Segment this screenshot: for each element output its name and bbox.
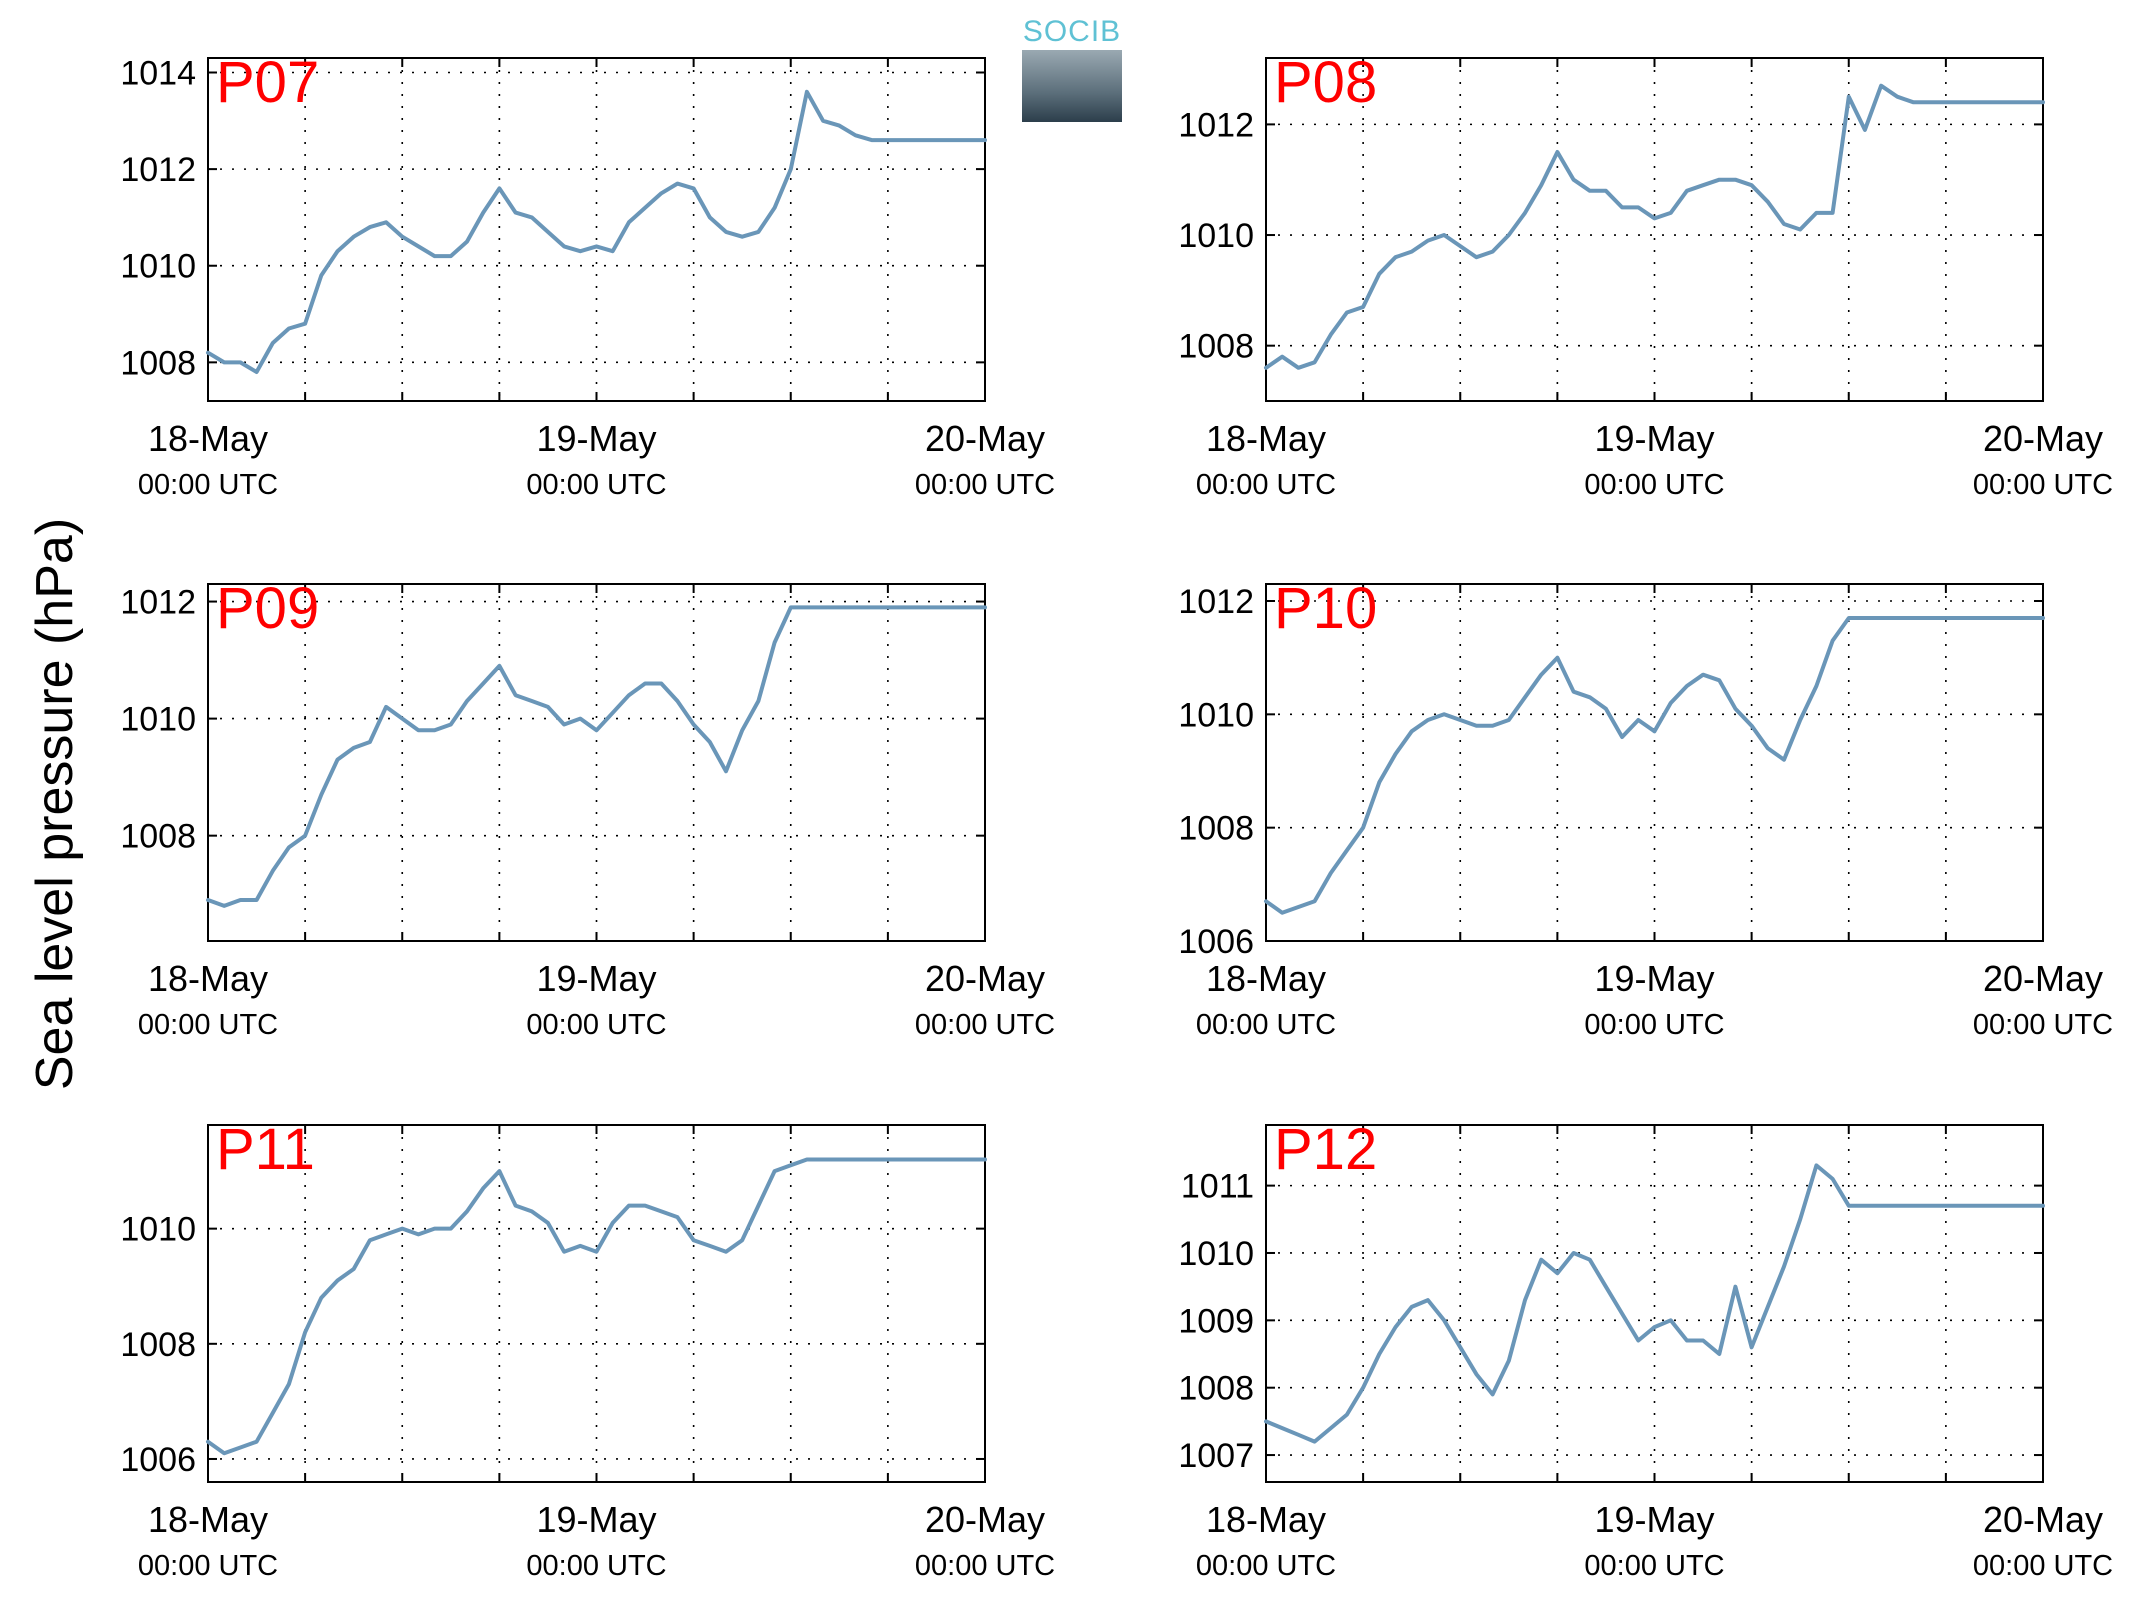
y-tick-label: 1010 [120,701,196,739]
x-tick-label: 18-May [1206,958,1326,999]
y-tick-label: 1011 [1181,1168,1254,1206]
y-tick-label: 1010 [1178,696,1254,734]
y-tick-label: 1008 [1178,810,1254,848]
logo-text: SOCIB [1022,15,1122,48]
y-tick-label: 1012 [1178,583,1254,621]
y-tick-label: 1012 [120,151,196,189]
x-tick-sublabel: 00:00 UTC [915,1009,1055,1041]
station-label: P11 [216,1117,315,1182]
panel-p12: 1007 1008 1009 1010 1011 18-May 00:00 UTC 19-Ma… [1178,1117,2113,1582]
x-tick-label: 19-May [536,418,656,459]
x-tick-sublabel: 00:00 UTC [1196,469,1336,501]
series-line [1264,83,2045,370]
socib-logo: SOCIB [1022,16,1122,122]
x-tick-sublabel: 00:00 UTC [138,469,278,501]
x-tick-label: 20-May [1983,418,2103,459]
x-tick-label: 20-May [925,958,1045,999]
station-label: P07 [216,50,319,115]
plot-frame [1265,583,2044,942]
x-tick-sublabel: 00:00 UTC [1584,469,1724,501]
series-line [1264,1163,2045,1444]
x-tick-sublabel: 00:00 UTC [915,1550,1055,1582]
y-tick-label: 1012 [1178,106,1254,144]
panel-p08: 1008 1010 1012 18-May 00:00 UTC 19-May 00:00 U… [1178,50,2113,501]
x-tick-label: 20-May [925,1499,1045,1540]
panel-p10: 1006 1008 1010 1012 18-May 00:00 UTC 19-May 00:… [1178,576,2113,1041]
y-tick-label: 1008 [120,344,196,382]
x-tick-label: 19-May [536,1499,656,1540]
x-tick-sublabel: 00:00 UTC [1973,1550,2113,1582]
x-tick-sublabel: 00:00 UTC [1973,469,2113,501]
y-tick-label: 1010 [1178,1235,1254,1273]
x-tick-sublabel: 00:00 UTC [1196,1009,1336,1041]
x-tick-label: 20-May [925,418,1045,459]
x-tick-sublabel: 00:00 UTC [1584,1009,1724,1041]
y-tick-label: 1014 [120,54,196,92]
y-axis-label: Sea level pressure (hPa) [26,517,84,1091]
x-tick-sublabel: 00:00 UTC [526,469,666,501]
station-label: P10 [1274,576,1377,641]
x-tick-label: 18-May [148,418,268,459]
y-tick-label: 1010 [120,1211,196,1249]
series-line [1264,616,2045,915]
x-tick-sublabel: 00:00 UTC [1196,1550,1336,1582]
plot-frame [207,583,986,942]
y-tick-label: 1008 [1178,1370,1254,1408]
plot-frame [207,57,986,402]
plot-frame [1265,57,2044,402]
y-tick-label: 1012 [120,584,196,622]
series-line [206,605,987,908]
x-tick-label: 18-May [1206,418,1326,459]
station-label: P08 [1274,50,1377,115]
y-tick-label: 1010 [120,248,196,286]
y-tick-label: 1010 [1178,217,1254,255]
x-tick-sublabel: 00:00 UTC [1973,1009,2113,1041]
x-tick-sublabel: 00:00 UTC [138,1550,278,1582]
x-tick-sublabel: 00:00 UTC [526,1009,666,1041]
x-tick-label: 19-May [536,958,656,999]
x-tick-sublabel: 00:00 UTC [138,1009,278,1041]
panel-p09: 1008 1010 1012 18-May 00:00 UTC 19-May 00:00 U… [120,576,1055,1041]
x-tick-label: 20-May [1983,1499,2103,1540]
x-tick-label: 18-May [148,1499,268,1540]
station-label: P12 [1274,1117,1377,1182]
x-tick-sublabel: 00:00 UTC [915,469,1055,501]
x-tick-label: 19-May [1594,958,1714,999]
series-line [206,89,987,374]
x-tick-label: 18-May [1206,1499,1326,1540]
y-tick-label: 1009 [1178,1302,1254,1340]
panel-p07: 1008 1010 1012 1014 18-May 00:00 UTC 19-May 00:… [120,50,1055,501]
station-label: P09 [216,576,319,641]
x-tick-sublabel: 00:00 UTC [1584,1550,1724,1582]
y-tick-label: 1008 [120,818,196,856]
y-tick-label: 1006 [120,1441,196,1479]
x-tick-label: 19-May [1594,1499,1714,1540]
y-tick-label: 1006 [1178,923,1254,961]
plot-frame [1265,1124,2044,1483]
logo-block [1022,50,1122,122]
plot-frame [207,1124,986,1483]
x-tick-label: 19-May [1594,418,1714,459]
x-tick-sublabel: 00:00 UTC [526,1550,666,1582]
y-tick-label: 1007 [1178,1437,1254,1475]
x-tick-label: 20-May [1983,958,2103,999]
panel-p11: 1006 1008 1010 18-May 00:00 UTC 19-May 00:00 U… [120,1117,1055,1582]
y-tick-label: 1008 [120,1326,196,1364]
series-line [206,1157,987,1456]
x-tick-label: 18-May [148,958,268,999]
y-tick-label: 1008 [1178,328,1254,366]
